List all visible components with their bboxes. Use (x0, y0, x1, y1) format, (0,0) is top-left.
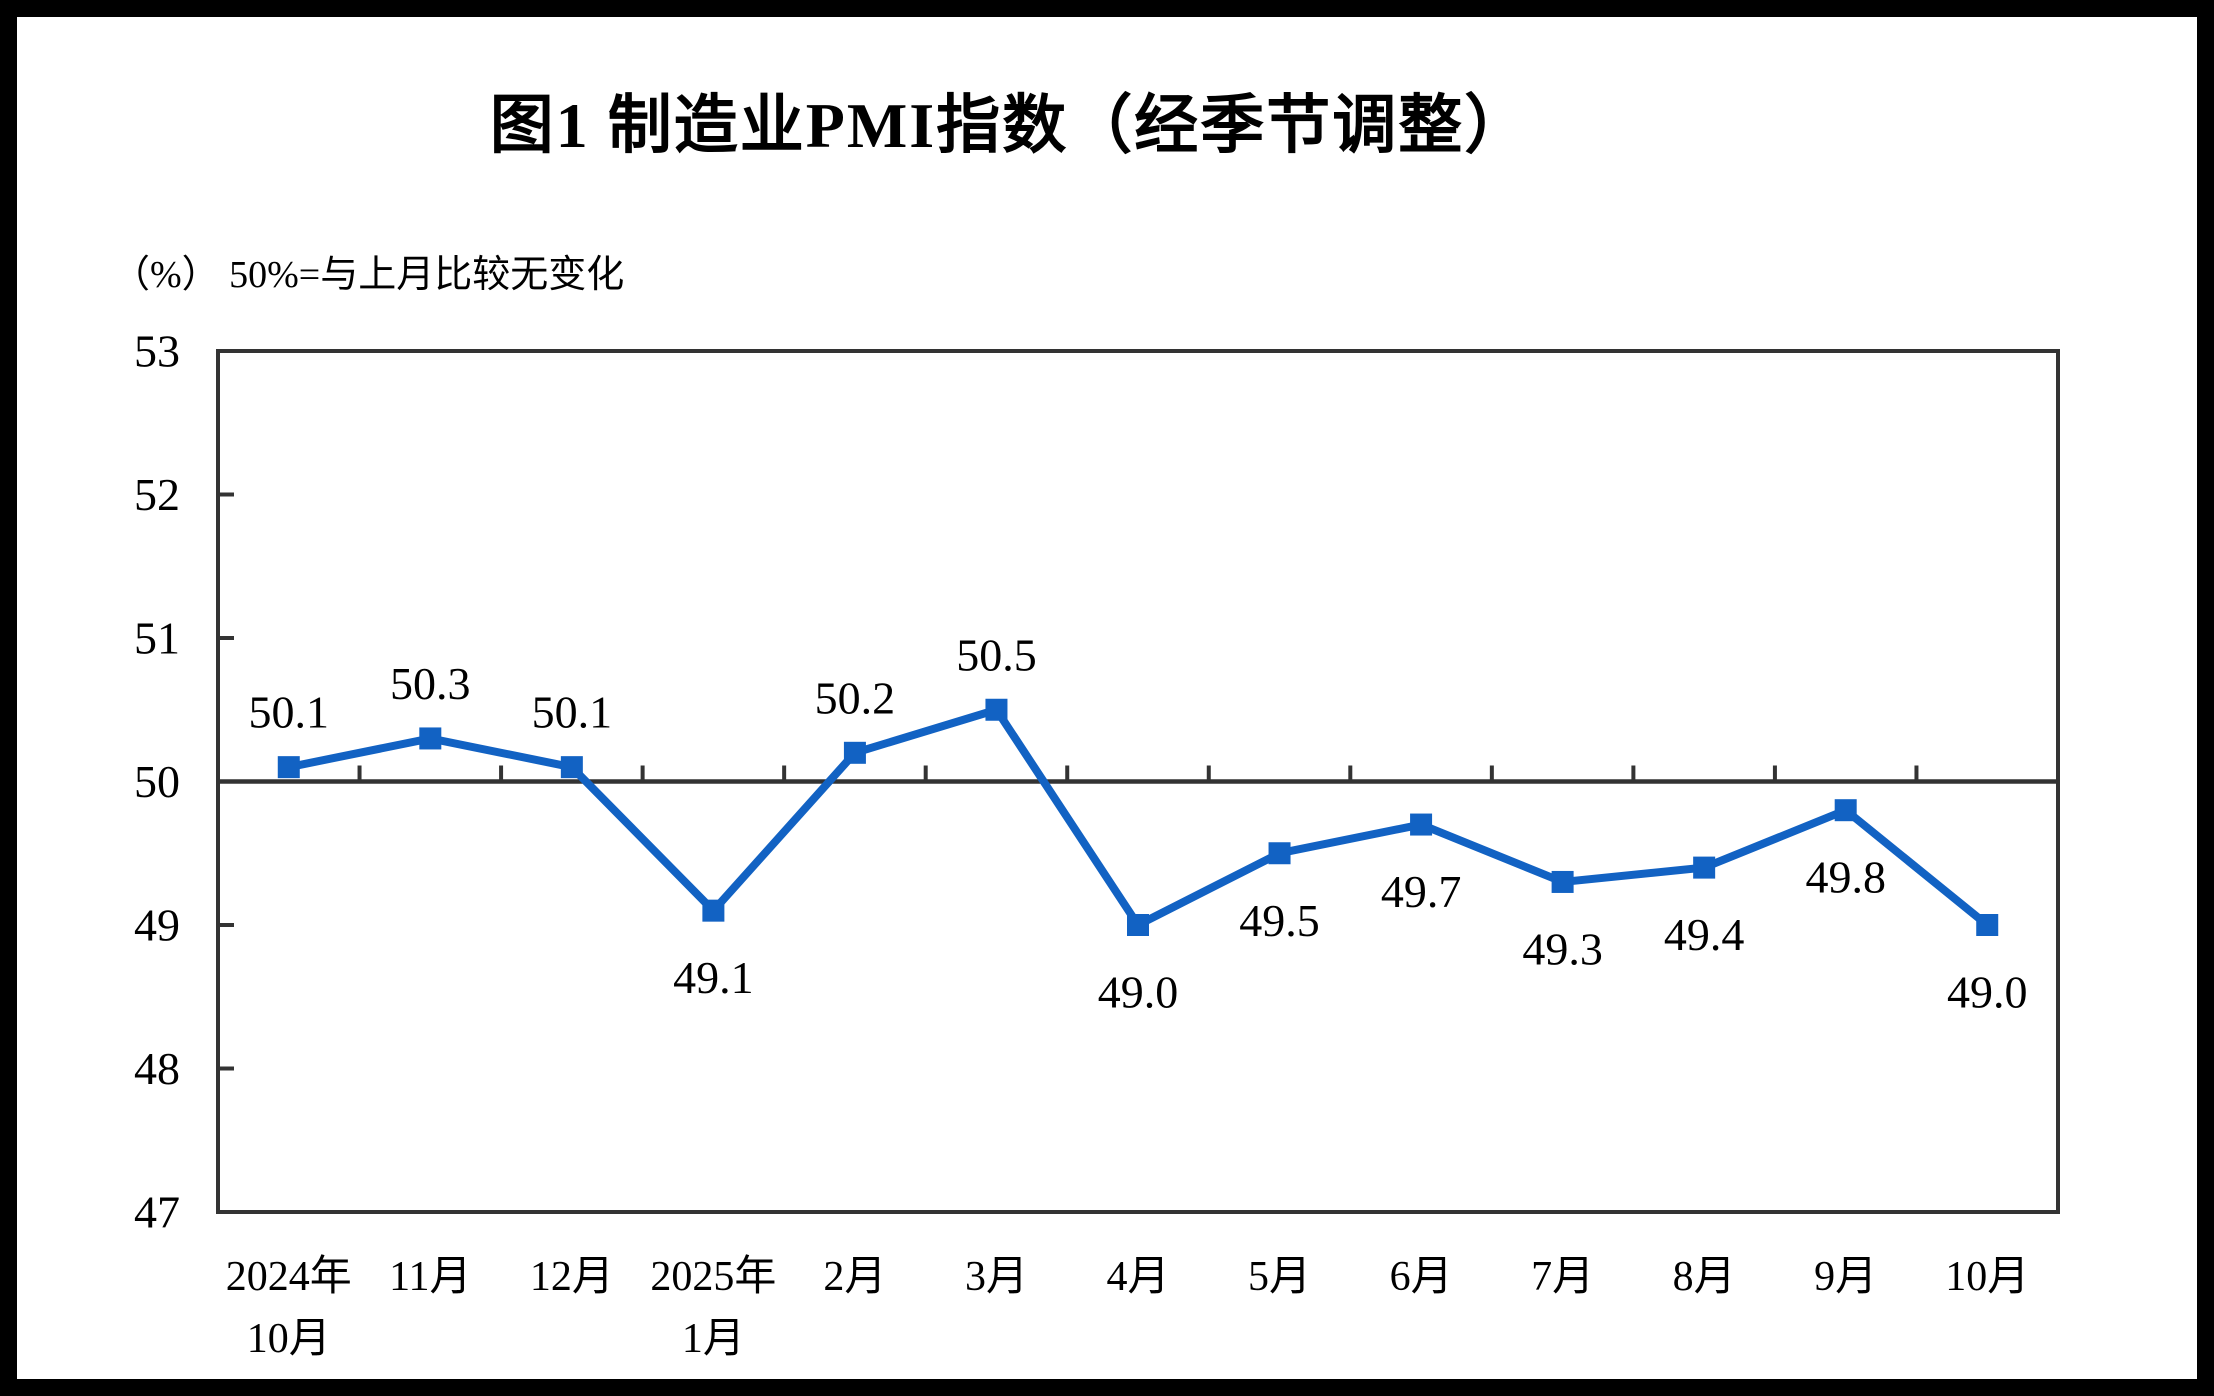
x-axis-label: 7月 (1531, 1254, 1594, 1300)
data-point-marker (560, 756, 583, 779)
y-axis-label: 51 (134, 613, 180, 664)
data-point-label: 49.8 (1805, 852, 1886, 903)
data-point-label: 50.3 (390, 658, 471, 709)
y-axis-label: 50 (134, 756, 180, 807)
data-point-marker (419, 727, 442, 750)
data-point-label: 49.7 (1381, 866, 1462, 917)
data-point-marker (1976, 914, 1999, 936)
x-axis-label: 9月 (1814, 1254, 1877, 1300)
data-point-label: 49.0 (1947, 967, 2028, 1018)
data-point-marker (843, 741, 866, 764)
x-axis-label: 4月 (1106, 1254, 1169, 1300)
data-point-marker (1410, 813, 1433, 836)
y-axis-label: 49 (134, 900, 180, 951)
data-point-marker (1834, 799, 1857, 822)
y-axis-label: 53 (134, 326, 180, 377)
x-axis-label: 1月 (682, 1316, 745, 1362)
y-axis-label: 48 (134, 1043, 180, 1094)
data-point-marker (985, 698, 1008, 721)
x-axis-label: 12月 (530, 1254, 614, 1300)
axis-unit-note: （%） 50%=与上月比较无变化 (112, 254, 625, 296)
y-axis-label: 52 (134, 469, 180, 520)
x-axis-label: 6月 (1390, 1254, 1453, 1300)
data-point-label: 50.5 (956, 629, 1037, 680)
data-point-marker (1551, 870, 1574, 893)
data-point-label: 49.0 (1098, 967, 1179, 1018)
data-point-marker (702, 899, 725, 922)
data-point-label: 49.4 (1664, 909, 1745, 960)
data-point-marker (1268, 842, 1291, 865)
chart-title: 图1 制造业PMI指数（经季节调整） (489, 90, 1531, 161)
data-point-label: 49.3 (1522, 923, 1603, 974)
x-axis-label: 2月 (823, 1254, 886, 1300)
x-axis-label: 2024年 (226, 1253, 352, 1300)
x-axis-label: 10月 (247, 1316, 331, 1362)
data-point-marker (1127, 914, 1149, 936)
x-axis-label: 8月 (1673, 1254, 1736, 1300)
y-axis-label: 47 (134, 1187, 180, 1238)
data-point-marker (277, 756, 300, 779)
data-point-label: 49.1 (673, 952, 754, 1003)
x-axis-label: 5月 (1248, 1254, 1311, 1300)
data-point-marker (1693, 856, 1716, 879)
data-point-label: 50.2 (815, 672, 896, 723)
data-point-label: 50.1 (249, 687, 330, 738)
x-axis-label: 10月 (1945, 1254, 2029, 1300)
x-axis-label: 2025年 (650, 1253, 776, 1300)
pmi-series-line (287, 705, 1990, 931)
x-axis-label: 11月 (389, 1254, 471, 1300)
data-point-label: 50.1 (532, 687, 613, 738)
data-point-label: 49.5 (1239, 895, 1320, 946)
x-axis-label: 3月 (965, 1254, 1028, 1300)
